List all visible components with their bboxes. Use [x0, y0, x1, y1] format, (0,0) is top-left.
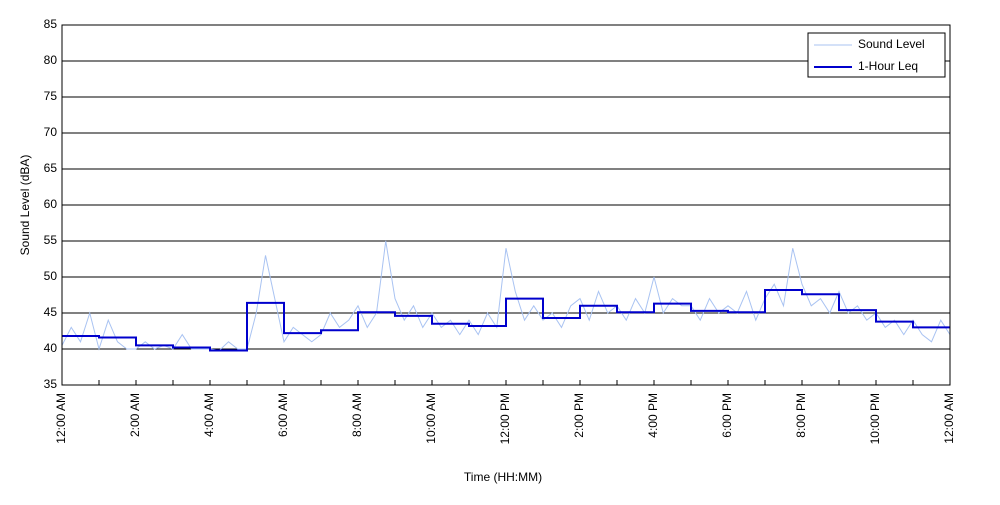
y-tick-label: 80 [44, 53, 58, 67]
data-line [62, 288, 950, 352]
x-tick-label: 2:00 PM [572, 393, 586, 438]
y-tick-label: 60 [44, 197, 58, 211]
plot-frame [61, 24, 951, 386]
x-tick-label: 12:00 PM [498, 393, 512, 444]
x-tick-label: 8:00 AM [350, 393, 364, 437]
x-tick-label: 10:00 PM [868, 393, 882, 444]
y-tick-label: 50 [44, 269, 58, 283]
y-tick-label: 70 [44, 125, 58, 139]
legend-label: Sound Level [858, 37, 925, 51]
x-tick-label: 6:00 AM [276, 393, 290, 437]
x-tick-label: 12:00 AM [54, 393, 68, 444]
x-tick-label: 10:00 AM [424, 393, 438, 444]
x-tick-label: 6:00 PM [720, 393, 734, 438]
x-tick-label: 4:00 AM [202, 393, 216, 437]
y-tick-label: 35 [44, 377, 58, 391]
x-axis-title: Time (HH:MM) [464, 470, 542, 484]
y-tick-label: 75 [44, 89, 58, 103]
y-tick-label: 55 [44, 233, 58, 247]
x-tick-label: 4:00 PM [646, 393, 660, 438]
legend-box [807, 32, 946, 78]
x-tick-label: 2:00 AM [128, 393, 142, 437]
y-tick-label: 65 [44, 161, 58, 175]
y-tick-label: 45 [44, 305, 58, 319]
y-tick-label: 85 [44, 17, 58, 31]
y-axis-title: Sound Level (dBA) [18, 155, 32, 256]
legend-label: 1-Hour Leq [858, 59, 918, 73]
x-tick-label: 12:00 AM [942, 393, 956, 444]
x-tick-label: 8:00 PM [794, 393, 808, 438]
y-tick-label: 40 [44, 341, 58, 355]
